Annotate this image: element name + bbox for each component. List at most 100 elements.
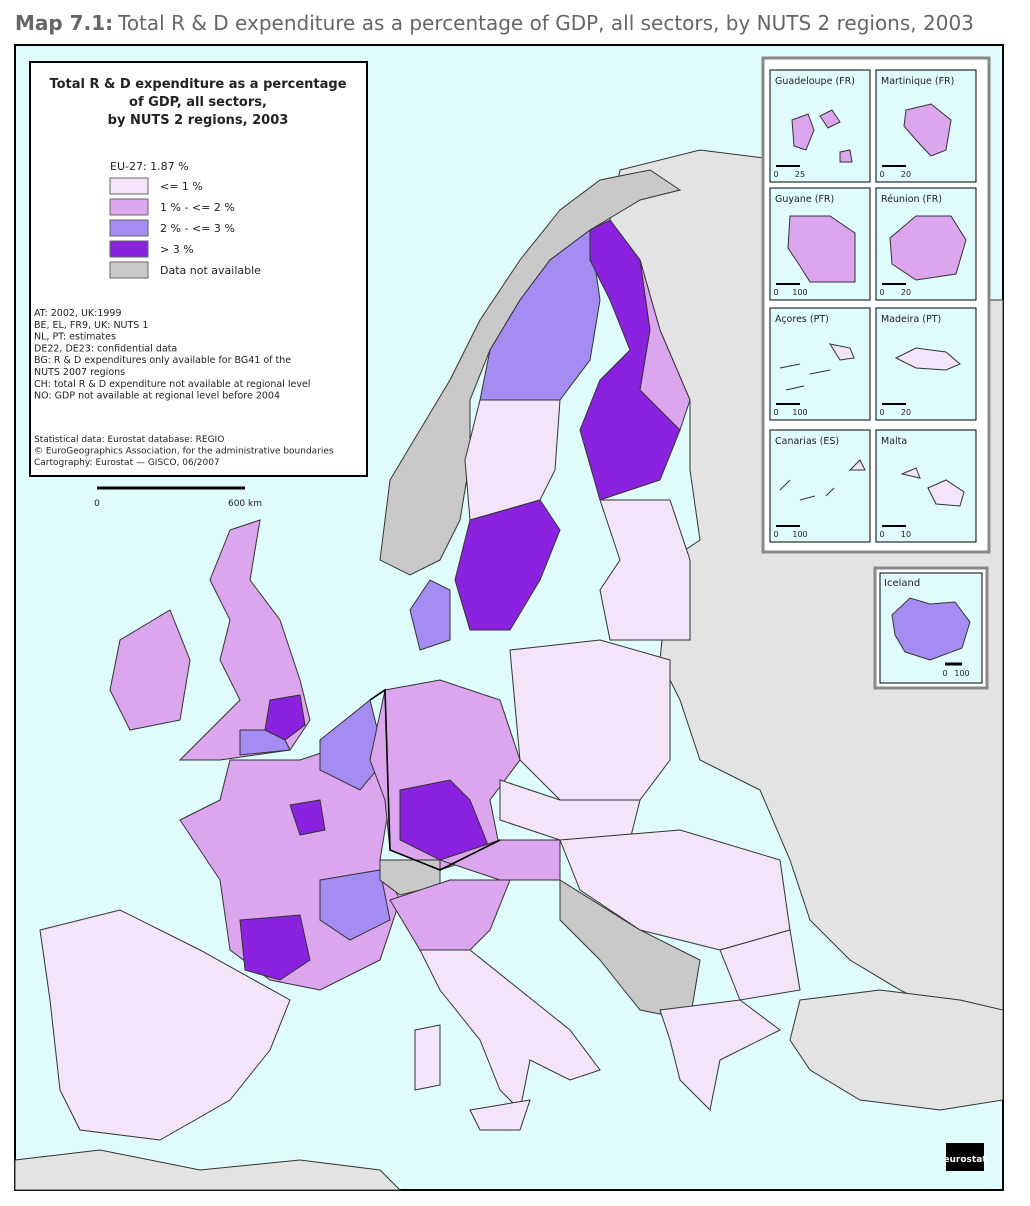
legend-note: NO: GDP not available at regional level …	[34, 391, 280, 402]
midi-pyrenees	[239, 914, 311, 981]
iceland-scale-end: 100	[954, 669, 969, 678]
bulgaria	[719, 929, 801, 1001]
inset-shape	[779, 343, 855, 391]
legend-swatch	[109, 261, 149, 279]
legend-box	[29, 61, 368, 477]
uk-south-east	[264, 694, 306, 741]
italy-south	[419, 949, 601, 1112]
inset-scale-start: 0	[773, 170, 778, 179]
logo-mark	[946, 1143, 984, 1171]
inset-shape	[791, 109, 853, 163]
legend-swatch	[109, 177, 149, 195]
turkey	[789, 989, 1004, 1111]
north-africa	[14, 1149, 402, 1191]
legend-swatch	[109, 198, 149, 216]
rhone-alpes	[319, 869, 391, 941]
inset-shape	[900, 467, 965, 507]
inset-shape	[894, 347, 961, 371]
sardinia	[414, 1024, 441, 1091]
iberia	[39, 909, 291, 1141]
legend-note: CH: total R & D expenditure not availabl…	[34, 379, 310, 390]
inset-scale-end: 100	[792, 288, 807, 297]
legend-source: © EuroGeographics Association, for the a…	[34, 447, 334, 457]
inset-title: Martinique (FR)	[881, 76, 954, 87]
legend-note: AT: 2002, UK:1999	[34, 308, 122, 319]
iceland-title: Iceland	[884, 578, 920, 589]
baltic-states	[599, 499, 691, 641]
inset-scale-end: 25	[795, 170, 805, 179]
sweden-south	[454, 499, 561, 631]
inset-title: Madeira (PT)	[881, 314, 941, 325]
denmark	[409, 579, 451, 651]
iceland-scale-start: 0	[942, 669, 947, 678]
iceland-shape	[891, 597, 971, 661]
inset-title: Malta	[881, 436, 907, 447]
inset-scale-end: 100	[792, 530, 807, 539]
inset-scale-start: 0	[879, 288, 884, 297]
map-label: Map 7.1:	[15, 11, 113, 35]
legend-note: BE, EL, FR9, UK: NUTS 1	[34, 320, 148, 331]
inset-scale-start: 0	[879, 408, 884, 417]
logo: eurostat	[943, 1155, 987, 1165]
legend-label: > 3 %	[160, 243, 194, 256]
greece	[659, 999, 781, 1112]
inset-frame	[769, 69, 871, 183]
inset-scale-end: 20	[901, 170, 911, 179]
legend-note: BG: R & D expenditures only available fo…	[34, 355, 291, 366]
scale-end: 600 km	[228, 499, 262, 509]
inset-title: Açores (PT)	[775, 314, 829, 325]
inset-title: Canarias (ES)	[775, 436, 839, 447]
poland	[509, 639, 671, 801]
inset-title: Réunion (FR)	[881, 194, 942, 205]
inset-shape	[779, 459, 866, 501]
legend-note: NUTS 2007 regions	[34, 367, 125, 378]
legend-note: DE22, DE23: confidential data	[34, 343, 177, 354]
inset-scale-end: 20	[901, 288, 911, 297]
inset-shape	[903, 103, 952, 157]
inset-scale-end: 100	[792, 408, 807, 417]
legend-label: Data not available	[160, 264, 261, 277]
sicily	[469, 1099, 531, 1131]
legend-title: Total R & D expenditure as a percentage o…	[49, 77, 346, 128]
inset-title: Guyane (FR)	[775, 194, 834, 205]
inset-frame	[769, 307, 871, 421]
inset-scale-start: 0	[773, 288, 778, 297]
inset-scale-end: 20	[901, 408, 911, 417]
ile-de-france	[289, 799, 326, 836]
legend-note: NL, PT: estimates	[34, 332, 116, 343]
inset-scale-start: 0	[879, 530, 884, 539]
inset-title: Guadeloupe (FR)	[775, 76, 855, 87]
legend-title-line: of GDP, all sectors,	[129, 95, 267, 110]
finland-east	[639, 259, 691, 431]
legend-average: EU-27: 1.87 %	[110, 160, 189, 173]
map-title: Total R & D expenditure as a percentage …	[117, 11, 974, 35]
legend-source: Statistical data: Eurostat database: REG…	[34, 435, 224, 445]
legend: Total R & D expenditure as a percentage o…	[29, 61, 368, 509]
border	[369, 688, 501, 871]
benelux	[319, 699, 386, 791]
austria	[438, 839, 561, 881]
inset-scale-start: 0	[879, 170, 884, 179]
inset-scale-end: 10	[901, 530, 911, 539]
legend-swatch	[109, 240, 149, 258]
inset-shape	[787, 215, 856, 283]
legend-title-line: by NUTS 2 regions, 2003	[108, 113, 289, 128]
legend-source: Cartography: Eurostat — GISCO, 06/2007	[34, 458, 220, 468]
inset-frame	[875, 429, 977, 543]
legend-label: 2 % - <= 3 %	[160, 222, 235, 235]
legend-label: 1 % - <= 2 %	[160, 201, 235, 214]
legend-items: <= 1 % 1 % - <= 2 % 2 % - <= 3 % > 3 % Data …	[109, 177, 261, 279]
inset-frame	[769, 429, 871, 543]
ireland	[109, 609, 191, 731]
uk-south	[239, 729, 291, 756]
inset-shape	[889, 215, 967, 281]
scale-start: 0	[94, 499, 100, 509]
legend-title-line: Total R & D expenditure as a percentage	[49, 77, 346, 92]
legend-label: <= 1 %	[160, 180, 203, 193]
legend-swatch	[109, 219, 149, 237]
insets: Guadeloupe (FR) 0 25 Martinique (FR) 0 20 Guya…	[769, 69, 977, 543]
inset-scale-start: 0	[773, 530, 778, 539]
norway	[379, 169, 682, 576]
